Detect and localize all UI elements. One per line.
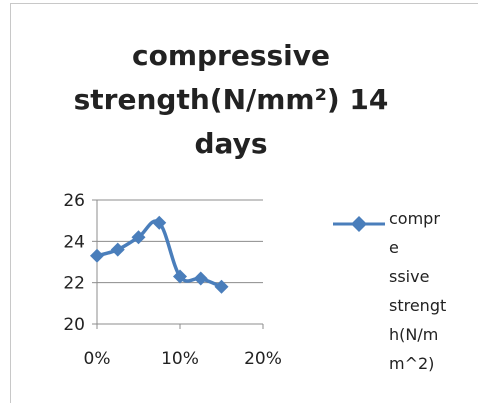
data-point [173,269,187,284]
y-tick-labels: 20 22 24 26 [63,191,85,335]
data-point [214,279,229,294]
chart-area: compressive strength(N/mm²) 14 days 20 2… [10,3,478,403]
plot-area: 20 22 24 26 0% 10% 20% [63,191,282,369]
chart-title-line-1: compressive [131,39,331,72]
legend-label-line: compre [389,209,440,257]
chart-title: compressive strength(N/mm²) 14 days [31,34,431,166]
data-point [152,215,167,230]
legend-label-line: ssive [389,267,430,286]
legend-label-line: h(N/m [389,325,439,344]
legend-label-line: m^2) [389,354,435,373]
y-tick-label: 24 [63,232,85,252]
x-tick-label: 20% [244,349,282,369]
legend-marker [351,216,367,232]
y-tick-label: 22 [63,274,85,294]
y-tick-label: 26 [63,191,85,211]
axes [92,199,264,329]
data-point [193,271,208,286]
data-point [131,230,146,245]
x-tick-label: 10% [161,349,199,369]
y-tick-label: 20 [63,315,85,335]
legend-label: compre ssive strengt h(N/m m^2) [389,204,449,378]
data-point [90,248,104,263]
legend: compre ssive strengt h(N/m m^2) [329,204,479,384]
legend-swatch [333,216,385,232]
data-point [110,242,125,257]
chart-title-line-3: days [194,127,268,160]
x-tick-label: 0% [84,349,111,369]
legend-label-line: strengt [389,296,447,315]
series-compressive-strength [90,215,229,294]
chart-title-line-2: strength(N/mm²) 14 [73,83,389,116]
x-tick-labels: 0% 10% 20% [84,349,282,369]
